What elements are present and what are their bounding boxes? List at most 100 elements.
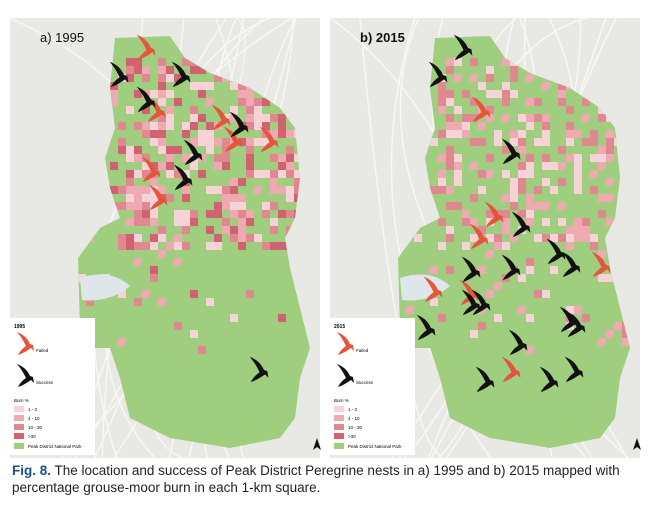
legend-burn-class: 1 - 3 — [28, 407, 38, 412]
burn-square — [142, 106, 150, 114]
burn-square — [454, 106, 462, 114]
burn-square — [438, 98, 446, 106]
burn-square — [526, 114, 534, 122]
burn-square — [278, 162, 286, 170]
burn-square — [246, 170, 254, 178]
burn-square — [502, 98, 510, 106]
burn-square — [158, 186, 166, 194]
burn-square — [478, 82, 486, 90]
burn-square — [526, 266, 534, 274]
burn-square — [502, 170, 510, 178]
burn-square — [542, 122, 550, 130]
burn-square — [542, 162, 550, 170]
burn-square — [206, 82, 214, 90]
burn-square — [526, 122, 534, 130]
burn-square — [454, 162, 462, 170]
burn-square — [478, 186, 486, 194]
burn-square — [454, 74, 462, 82]
burn-square — [286, 146, 294, 154]
burn-square — [230, 186, 238, 194]
burn-square — [246, 138, 254, 146]
burn-square — [590, 186, 598, 194]
burn-square — [622, 338, 630, 346]
burn-square — [558, 178, 566, 186]
burn-square — [214, 138, 222, 146]
burn-square — [286, 130, 294, 138]
burn-square — [134, 66, 142, 74]
burn-square — [134, 218, 142, 226]
burn-square — [166, 106, 174, 114]
burn-square — [158, 234, 166, 242]
burn-square — [262, 242, 270, 250]
burn-square — [486, 74, 494, 82]
burn-square — [134, 234, 142, 242]
burn-square — [166, 194, 174, 202]
burn-square — [574, 130, 582, 138]
legend-success: Success — [36, 380, 54, 385]
burn-square — [278, 154, 286, 162]
burn-square — [510, 186, 518, 194]
burn-square — [478, 322, 486, 330]
burn-square — [294, 170, 302, 178]
burn-square — [542, 202, 550, 210]
burn-square — [446, 130, 454, 138]
burn-square — [526, 162, 534, 170]
burn-square — [470, 218, 478, 226]
caption: Fig. 8. The location and success of Peak… — [12, 462, 642, 496]
burn-square — [254, 122, 262, 130]
caption-label: Fig. 8. — [12, 463, 52, 478]
burn-square — [214, 210, 222, 218]
burn-square — [230, 106, 238, 114]
burn-square — [526, 98, 534, 106]
burn-square — [134, 90, 142, 98]
burn-square — [270, 242, 278, 250]
burn-square — [606, 130, 614, 138]
burn-square — [246, 290, 254, 298]
burn-square — [174, 170, 182, 178]
burn-square — [598, 154, 606, 162]
burn-square — [430, 138, 438, 146]
burn-square — [110, 82, 118, 90]
burn-square — [166, 114, 174, 122]
burn-square — [574, 186, 582, 194]
burn-square — [206, 122, 214, 130]
burn-square — [262, 98, 270, 106]
burn-square — [206, 242, 214, 250]
burn-square — [470, 114, 478, 122]
burn-square — [134, 122, 142, 130]
burn-square — [182, 226, 190, 234]
burn-square — [222, 194, 230, 202]
burn-square — [598, 114, 606, 122]
map-panel: a) 1995 1995 Failed Success Burn % 1 - 3 4 - 1… — [9, 17, 321, 459]
burn-square — [230, 114, 238, 122]
burn-square — [438, 130, 446, 138]
burn-square — [142, 242, 150, 250]
legend-swatch — [334, 424, 344, 430]
burn-square — [502, 114, 510, 122]
burn-square — [206, 138, 214, 146]
burn-square — [470, 74, 478, 82]
burn-square — [126, 202, 134, 210]
burn-square — [142, 66, 150, 74]
burn-square — [142, 290, 150, 298]
burn-square — [166, 170, 174, 178]
burn-square — [526, 194, 534, 202]
burn-square — [446, 146, 454, 154]
burn-square — [558, 146, 566, 154]
burn-square — [582, 234, 590, 242]
burn-square — [118, 138, 126, 146]
burn-square — [238, 210, 246, 218]
burn-square — [126, 170, 134, 178]
burn-square — [110, 98, 118, 106]
burn-square — [614, 322, 622, 330]
north-arrow — [633, 438, 641, 450]
burn-square — [142, 162, 150, 170]
burn-square — [550, 162, 558, 170]
burn-square — [542, 82, 550, 90]
burn-square — [246, 154, 254, 162]
burn-square — [278, 170, 286, 178]
burn-square — [486, 290, 494, 298]
burn-square — [598, 274, 606, 282]
burn-square — [118, 122, 126, 130]
burn-square — [598, 162, 606, 170]
